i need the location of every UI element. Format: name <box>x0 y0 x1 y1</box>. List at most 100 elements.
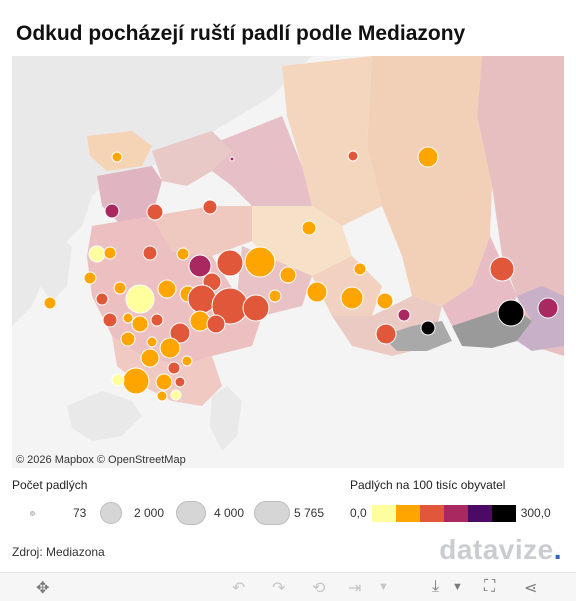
bubble[interactable] <box>279 266 297 284</box>
fullscreen-icon[interactable]: ⛶ <box>484 578 496 595</box>
brand-logo[interactable]: datavize. <box>439 534 562 566</box>
map-toolbar: ✥ ↶ ↷ ⟲ ⇥ ▼ ⤓ ▼ ⛶ ⋖ <box>0 572 576 601</box>
bubble[interactable] <box>301 220 317 236</box>
bubble[interactable] <box>102 312 118 328</box>
bubble[interactable] <box>157 279 177 299</box>
size-legend-label: 5 765 <box>294 506 325 520</box>
undo-icon[interactable]: ↶ <box>232 580 246 597</box>
size-circle-icon <box>100 502 122 524</box>
color-legend: Padlých na 100 tisíc obyvatel 0,0 300,0 <box>350 478 570 528</box>
bubble[interactable] <box>306 281 328 303</box>
bubble[interactable] <box>347 150 359 162</box>
bubble[interactable] <box>83 271 97 285</box>
color-swatch <box>419 504 444 522</box>
size-legend-label: 4 000 <box>214 506 245 520</box>
bubble[interactable] <box>95 292 109 306</box>
bubble[interactable] <box>497 299 525 327</box>
download-icon[interactable]: ⤓ <box>432 578 440 595</box>
color-legend-min: 0,0 <box>350 506 367 520</box>
black-sea <box>67 391 142 441</box>
share-icon[interactable]: ⋖ <box>524 580 538 597</box>
color-swatches <box>371 504 516 522</box>
choropleth-map[interactable]: © 2026 Mapbox © OpenStreetMap <box>12 56 564 468</box>
color-legend-title: Padlých na 100 tisíc obyvatel <box>350 478 506 492</box>
bubble[interactable] <box>146 336 158 348</box>
brand-text: datavize <box>439 534 554 565</box>
bubble[interactable] <box>140 348 160 368</box>
move-icon[interactable]: ✥ <box>36 580 50 597</box>
region-arkhangelsk <box>152 131 232 186</box>
bubble[interactable] <box>537 297 559 319</box>
bubble[interactable] <box>229 156 235 162</box>
bubble[interactable] <box>111 151 123 163</box>
bubble[interactable] <box>150 313 164 327</box>
baltic-sea <box>40 236 72 301</box>
bubble[interactable] <box>43 296 57 310</box>
bubble[interactable] <box>417 146 439 168</box>
bubble[interactable] <box>202 199 218 215</box>
size-circle-icon <box>176 501 206 525</box>
bubble[interactable] <box>146 203 164 221</box>
region-komi <box>207 116 312 206</box>
region-yamal <box>282 56 382 226</box>
bubble[interactable] <box>156 390 168 402</box>
bubble[interactable] <box>375 323 397 345</box>
bubble[interactable] <box>120 331 136 347</box>
color-swatch <box>395 504 420 522</box>
download-dropdown-icon[interactable]: ▼ <box>452 581 463 593</box>
size-circle-icon <box>254 501 290 525</box>
bubble[interactable] <box>170 389 182 401</box>
bubble[interactable] <box>88 245 106 263</box>
size-circle-icon <box>30 510 35 516</box>
size-legend-item: 2 000 <box>100 498 164 528</box>
bubble[interactable] <box>155 373 173 391</box>
region-krasnoyarsk <box>367 56 492 306</box>
color-swatch <box>371 504 396 522</box>
bubble[interactable] <box>206 314 226 334</box>
revert-icon[interactable]: ⟲ <box>312 580 326 597</box>
size-legend-item: 5 765 <box>254 498 324 528</box>
map-svg <box>12 56 564 468</box>
size-legend-label: 73 <box>73 506 87 520</box>
color-swatch <box>467 504 492 522</box>
map-attribution[interactable]: © 2026 Mapbox © OpenStreetMap <box>16 454 186 466</box>
bubble[interactable] <box>174 376 186 388</box>
bubble[interactable] <box>125 284 155 314</box>
region-far-north-east <box>477 56 564 356</box>
bubble[interactable] <box>176 247 190 261</box>
bubble[interactable] <box>167 361 181 375</box>
bubble[interactable] <box>104 203 120 219</box>
caspian-sea <box>210 386 242 451</box>
bubble[interactable] <box>353 262 367 276</box>
bubble[interactable] <box>103 246 117 260</box>
region-murmansk <box>87 131 152 171</box>
bubble[interactable] <box>188 254 212 278</box>
redo-icon[interactable]: ↷ <box>272 580 286 597</box>
bubble[interactable] <box>420 320 436 336</box>
bubble[interactable] <box>340 286 364 310</box>
bubble[interactable] <box>376 292 394 310</box>
bubble[interactable] <box>244 246 276 278</box>
color-swatch <box>491 504 516 522</box>
bubble[interactable] <box>122 367 150 395</box>
bubble[interactable] <box>268 289 282 303</box>
color-swatch <box>443 504 468 522</box>
bubble[interactable] <box>122 312 134 324</box>
bubble[interactable] <box>113 281 127 295</box>
color-legend-max: 300,0 <box>520 506 551 520</box>
bubble[interactable] <box>159 337 181 359</box>
page-title: Odkud pocházejí ruští padlí podle Mediaz… <box>16 22 466 45</box>
bubble[interactable] <box>489 256 515 282</box>
bubble[interactable] <box>142 245 158 261</box>
bubble[interactable] <box>169 322 191 344</box>
bubble[interactable] <box>111 373 125 387</box>
bubble[interactable] <box>242 294 270 322</box>
bubbles <box>43 146 559 402</box>
bubble[interactable] <box>216 249 244 277</box>
pause-dropdown-icon[interactable]: ▼ <box>378 581 389 593</box>
size-legend-title: Počet padlých <box>12 478 88 492</box>
bubble[interactable] <box>397 308 411 322</box>
pause-icon[interactable]: ⇥ <box>348 580 362 597</box>
bubble[interactable] <box>181 355 193 367</box>
bubble[interactable] <box>131 315 149 333</box>
